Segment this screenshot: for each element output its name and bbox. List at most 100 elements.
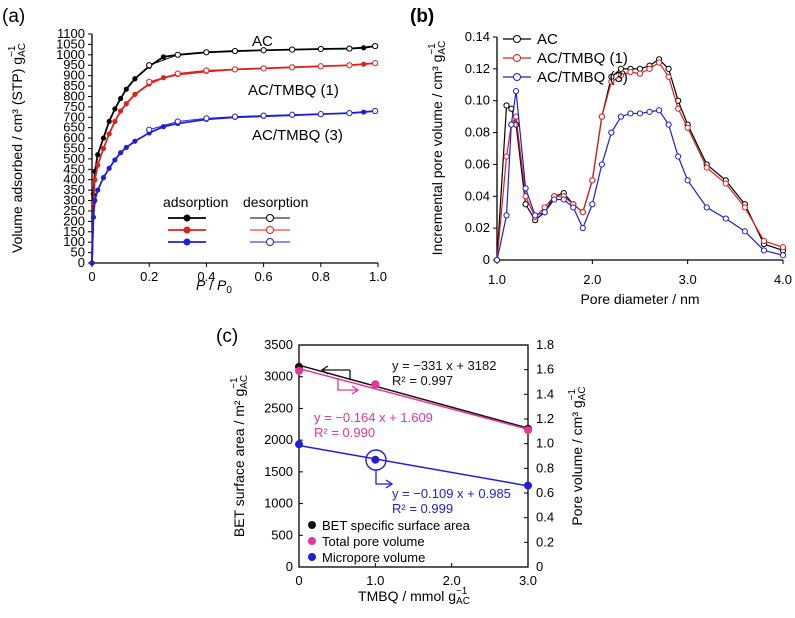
distribution-point xyxy=(665,121,672,128)
distribution-point xyxy=(522,185,529,192)
y-tick-label: 400 xyxy=(63,172,85,187)
y-label-main: Incremental pore volume / cm³ g xyxy=(429,55,445,256)
distribution-point xyxy=(551,196,558,203)
y2-label-main: Pore volume / cm³ g xyxy=(569,400,585,525)
legend-label: AC/TMBQ (3) xyxy=(537,69,628,86)
desorption-point xyxy=(372,42,379,50)
legend-desorption-marker xyxy=(266,238,274,246)
y-tick-label: 2500 xyxy=(264,400,293,415)
y2-tick-label: 1.2 xyxy=(536,411,554,426)
distribution-point xyxy=(493,256,501,264)
distribution-point xyxy=(779,252,787,259)
distribution-point xyxy=(665,65,672,72)
panel-a-x-ticks: 0 0.2 0.4 0.6 0.8 1.0 xyxy=(88,263,387,284)
x-tick-label: 4.0 xyxy=(774,272,792,287)
x-tick-label: 0 xyxy=(88,269,95,284)
y-tick-label: 50 xyxy=(71,245,85,260)
distribution-point xyxy=(560,196,567,203)
panel-c-y-ticks: 0 500 1000 1500 2000 2500 3000 3500 xyxy=(264,337,303,574)
panel-a-y-label: Volume adsorbed / cm³ (STP) gAC−1 xyxy=(7,43,28,253)
data-point xyxy=(371,455,380,464)
y2-label-sub: AC xyxy=(577,386,588,400)
y2-tick-label: 1.0 xyxy=(536,436,554,451)
total-volume-r2: R² = 0.990 xyxy=(314,425,375,440)
y-tick-label: 0.14 xyxy=(465,29,490,44)
y2-tick-label: 0 xyxy=(536,559,543,574)
distribution-point xyxy=(617,113,625,120)
x-label-p0-sub: 0 xyxy=(226,285,232,296)
adsorption-point xyxy=(112,106,118,112)
panel-c-frame xyxy=(298,344,529,568)
adsorption-point xyxy=(132,138,138,144)
x-tick-label: 0.6 xyxy=(255,269,273,284)
series-label-ac-tmbq-3: AC/TMBQ (3) xyxy=(252,127,343,144)
y2-tick-label: 1.4 xyxy=(536,386,554,401)
x-tick-label: 2.0 xyxy=(443,573,461,588)
y2-tick-label: 0.2 xyxy=(536,534,554,549)
desorption-point xyxy=(203,49,210,56)
y-tick-label: 0 xyxy=(78,255,85,270)
legend-marker xyxy=(308,521,316,529)
distribution-point xyxy=(627,68,634,76)
x-tick-label: 2.0 xyxy=(583,272,601,287)
adsorption-point xyxy=(95,152,101,158)
fit-line-1 xyxy=(298,367,529,430)
desorption-point xyxy=(289,64,296,71)
total-volume-equation: y = −0.164 x + 1.609 xyxy=(314,410,433,425)
distribution-point xyxy=(598,161,605,168)
panel-a-legend: adsorption desorption xyxy=(163,194,308,246)
bet-r2: R² = 0.997 xyxy=(392,373,453,388)
adsorption-point xyxy=(118,108,124,114)
legend-label: BET specific surface area xyxy=(322,518,471,533)
y-tick-label: 0 xyxy=(483,252,490,267)
y-tick-label: 650 xyxy=(63,120,85,135)
y-tick-label: 1000 xyxy=(264,496,293,511)
distribution-point xyxy=(589,177,596,184)
data-point xyxy=(524,426,532,435)
panel-a-x-label: P / P0 xyxy=(196,277,232,296)
y-tick-label: 0.10 xyxy=(465,93,490,108)
desorption-point xyxy=(317,45,324,53)
adsorption-point xyxy=(123,101,129,107)
distribution-point xyxy=(684,124,691,131)
y-tick-label: 3000 xyxy=(264,369,293,384)
adsorption-point xyxy=(118,95,124,102)
adsorption-point xyxy=(89,260,95,266)
panel-b-label: (b) xyxy=(410,6,434,27)
y2-tick-label: 1.6 xyxy=(536,362,554,377)
distribution-point xyxy=(675,153,682,160)
adsorption-point xyxy=(132,91,138,97)
distribution-point xyxy=(579,225,586,232)
distribution-point xyxy=(532,212,539,219)
legend-adsorption-marker xyxy=(183,238,191,246)
adsorption-point xyxy=(106,131,112,137)
legend-marker xyxy=(308,537,316,545)
distribution-point xyxy=(655,59,663,66)
adsorption-point xyxy=(92,197,98,204)
panel-b-x-ticks: 1.0 2.0 3.0 4.0 xyxy=(488,260,792,287)
panel-c-y2-ticks: 0 0.2 0.4 0.6 0.8 1.0 1.2 1.4 1.6 1.8 xyxy=(524,337,554,574)
y-tick-label: 500 xyxy=(271,527,293,542)
y-tick-label: 300 xyxy=(63,193,85,208)
x-label-sub: AC xyxy=(456,596,470,607)
distribution-point xyxy=(636,70,644,77)
desorption-point xyxy=(372,107,379,115)
distribution-point xyxy=(741,204,748,211)
legend-label: Micropore volume xyxy=(322,550,425,565)
distribution-point xyxy=(512,88,520,95)
y-tick-label: 1000 xyxy=(56,47,85,62)
micropore-equation: y = −0.109 x + 0.985 xyxy=(392,486,511,501)
distribution-point xyxy=(655,107,663,114)
y-tick-label: 350 xyxy=(63,182,85,197)
panel-b-series xyxy=(493,56,787,264)
desorption-point xyxy=(289,111,296,118)
distribution-point xyxy=(617,72,625,79)
legend-label: AC/TMBQ (1) xyxy=(537,50,628,67)
x-label-main: TMBQ / mmol g xyxy=(358,588,456,604)
panel-c-label: (c) xyxy=(216,326,238,347)
panel-a-isotherms: (a) 050100150200250300350400450500550600… xyxy=(2,6,387,296)
y-tick-label: 250 xyxy=(63,203,85,218)
y2-tick-label: 1.8 xyxy=(536,337,554,352)
x-tick-label: 0.2 xyxy=(140,269,158,284)
